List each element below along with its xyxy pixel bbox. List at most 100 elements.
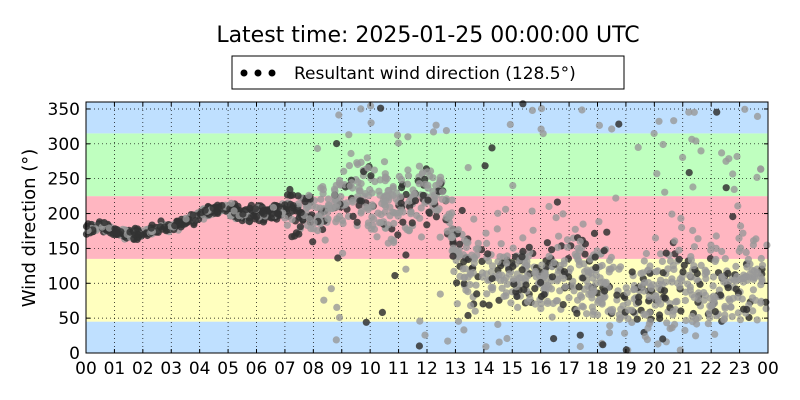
- data-point: [482, 343, 490, 351]
- data-point: [684, 280, 692, 288]
- data-point: [381, 197, 389, 205]
- data-point: [682, 316, 690, 325]
- data-point: [296, 223, 304, 231]
- data-point: [640, 257, 648, 265]
- data-point: [543, 297, 552, 305]
- data-point: [345, 162, 353, 170]
- data-point: [454, 226, 462, 234]
- data-point: [472, 281, 480, 289]
- data-point: [556, 261, 565, 270]
- data-point: [635, 293, 643, 301]
- data-point: [613, 291, 621, 299]
- legend-box: [231, 55, 625, 90]
- data-point: [373, 233, 381, 241]
- data-point: [509, 244, 517, 252]
- data-point: [505, 270, 513, 278]
- data-point: [688, 318, 697, 326]
- data-point: [485, 301, 493, 309]
- data-point: [742, 272, 750, 281]
- data-point: [576, 291, 585, 299]
- x-tick-label: 05: [217, 359, 239, 379]
- data-point: [424, 184, 432, 192]
- data-point: [646, 318, 654, 326]
- data-point: [702, 275, 710, 283]
- data-point: [432, 213, 440, 221]
- data-point: [281, 201, 289, 209]
- x-tick-label: 15: [501, 359, 523, 379]
- data-point: [479, 300, 487, 308]
- data-point: [563, 243, 572, 251]
- data-point: [470, 259, 478, 267]
- data-point: [109, 230, 117, 239]
- data-point: [736, 316, 745, 324]
- x-tick-label: 04: [189, 359, 211, 379]
- x-tick-label: 02: [132, 359, 154, 379]
- data-point: [692, 137, 700, 145]
- data-point: [707, 241, 715, 249]
- data-point: [671, 237, 679, 245]
- data-point: [494, 209, 502, 217]
- data-point: [603, 228, 611, 236]
- data-point: [579, 220, 587, 228]
- data-point: [753, 316, 761, 324]
- data-point: [543, 239, 552, 247]
- data-point: [550, 259, 558, 267]
- data-point: [531, 300, 539, 308]
- data-point: [670, 265, 678, 273]
- data-point: [239, 210, 247, 218]
- data-point: [668, 324, 676, 332]
- chart-title: Latest time: 2025-01-25 00:00:00 UTC: [216, 23, 639, 48]
- data-point: [753, 173, 761, 181]
- data-point: [650, 129, 658, 138]
- data-point: [553, 198, 562, 206]
- data-point: [380, 158, 389, 166]
- data-point: [348, 196, 357, 205]
- data-point: [384, 239, 392, 247]
- data-point: [733, 152, 741, 161]
- data-point: [417, 233, 426, 241]
- data-point: [606, 256, 614, 265]
- data-point: [310, 219, 318, 227]
- x-tick-label: 07: [274, 359, 296, 379]
- data-point: [644, 324, 652, 332]
- x-tick-label: 08: [303, 359, 325, 379]
- data-point: [303, 221, 311, 229]
- data-point: [552, 297, 561, 305]
- data-point: [524, 298, 532, 306]
- data-point: [661, 188, 669, 196]
- data-point: [405, 197, 413, 205]
- data-point: [652, 268, 660, 276]
- data-point: [429, 174, 437, 182]
- data-point: [590, 229, 599, 237]
- data-point: [394, 212, 402, 220]
- data-point: [281, 214, 289, 222]
- data-point: [559, 274, 568, 282]
- data-point: [494, 320, 502, 328]
- data-point: [644, 266, 652, 274]
- data-point: [453, 279, 461, 287]
- data-point: [518, 253, 526, 261]
- data-point: [464, 164, 472, 172]
- data-point: [661, 294, 669, 302]
- data-point: [456, 240, 464, 248]
- data-point: [192, 217, 200, 225]
- data-point: [591, 253, 599, 261]
- data-point: [423, 221, 431, 229]
- data-point: [688, 291, 696, 299]
- data-point: [642, 249, 651, 258]
- data-point: [711, 308, 719, 316]
- data-point: [735, 234, 743, 242]
- data-point: [478, 257, 486, 265]
- data-point: [707, 246, 715, 254]
- data-point: [579, 274, 587, 282]
- data-point: [519, 234, 527, 242]
- y-tick-label: 300: [48, 135, 80, 155]
- data-point: [403, 180, 412, 188]
- data-point: [404, 166, 412, 174]
- x-tick-label: 00: [75, 359, 97, 379]
- data-point: [601, 287, 609, 295]
- data-point: [431, 196, 439, 204]
- data-point: [724, 269, 732, 277]
- data-point: [484, 250, 492, 258]
- data-point: [637, 269, 645, 278]
